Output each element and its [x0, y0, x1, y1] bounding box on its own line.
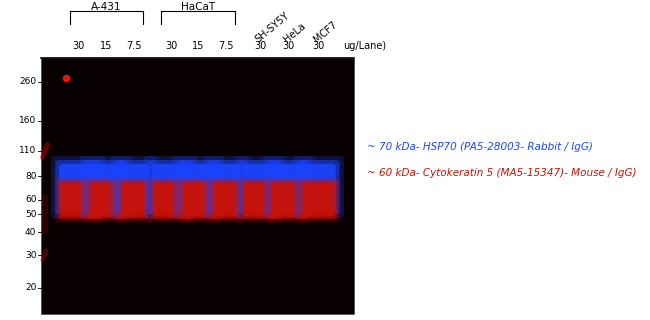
FancyBboxPatch shape [180, 180, 216, 219]
FancyBboxPatch shape [302, 182, 334, 217]
Text: 40: 40 [25, 228, 36, 236]
FancyBboxPatch shape [239, 160, 281, 214]
FancyBboxPatch shape [270, 164, 305, 211]
Text: ~ 70 kDa- HSP70 (PA5-28003- Rabbit / IgG): ~ 70 kDa- HSP70 (PA5-28003- Rabbit / IgG… [367, 142, 593, 152]
FancyBboxPatch shape [207, 160, 245, 214]
FancyBboxPatch shape [84, 177, 127, 222]
FancyBboxPatch shape [211, 164, 241, 211]
FancyBboxPatch shape [148, 177, 194, 222]
FancyBboxPatch shape [88, 164, 124, 211]
Text: MCF7: MCF7 [312, 20, 339, 45]
FancyBboxPatch shape [300, 180, 337, 219]
FancyBboxPatch shape [144, 156, 198, 219]
FancyBboxPatch shape [235, 156, 285, 219]
FancyBboxPatch shape [244, 182, 276, 217]
Text: 7.5: 7.5 [218, 41, 234, 52]
Text: HaCaT: HaCaT [181, 2, 215, 12]
Text: 15: 15 [99, 41, 112, 52]
Text: 20: 20 [25, 283, 36, 292]
Text: ~ 60 kDa- Cytokeratin 5 (MA5-15347)- Mouse / IgG): ~ 60 kDa- Cytokeratin 5 (MA5-15347)- Mou… [367, 168, 637, 178]
FancyBboxPatch shape [152, 164, 190, 211]
FancyBboxPatch shape [153, 182, 188, 217]
FancyBboxPatch shape [266, 177, 309, 222]
FancyBboxPatch shape [183, 182, 214, 217]
Text: 30: 30 [282, 41, 294, 52]
FancyBboxPatch shape [208, 177, 244, 222]
FancyBboxPatch shape [116, 177, 152, 222]
FancyBboxPatch shape [181, 164, 216, 211]
FancyBboxPatch shape [272, 182, 304, 217]
Text: A-431: A-431 [91, 2, 121, 12]
FancyBboxPatch shape [118, 164, 150, 211]
Text: 260: 260 [20, 77, 36, 86]
FancyBboxPatch shape [203, 156, 249, 219]
FancyBboxPatch shape [293, 156, 344, 219]
Text: ug/Lane): ug/Lane) [343, 41, 386, 52]
FancyBboxPatch shape [177, 160, 220, 214]
Text: 30: 30 [254, 41, 266, 52]
FancyBboxPatch shape [59, 164, 97, 211]
FancyBboxPatch shape [55, 177, 101, 222]
Text: 160: 160 [19, 116, 36, 125]
FancyBboxPatch shape [239, 177, 282, 222]
FancyBboxPatch shape [55, 160, 101, 214]
FancyBboxPatch shape [243, 164, 277, 211]
FancyBboxPatch shape [296, 177, 341, 222]
Text: 110: 110 [19, 147, 36, 156]
Text: 50: 50 [25, 210, 36, 219]
FancyBboxPatch shape [151, 180, 191, 219]
FancyBboxPatch shape [242, 180, 278, 219]
FancyBboxPatch shape [84, 160, 127, 214]
FancyBboxPatch shape [270, 180, 307, 219]
Text: 80: 80 [25, 172, 36, 181]
Text: 30: 30 [313, 41, 324, 52]
FancyBboxPatch shape [177, 177, 220, 222]
FancyBboxPatch shape [58, 180, 98, 219]
Text: HeLa: HeLa [281, 21, 307, 45]
FancyBboxPatch shape [110, 156, 157, 219]
FancyBboxPatch shape [214, 182, 239, 217]
FancyBboxPatch shape [90, 182, 122, 217]
FancyBboxPatch shape [298, 160, 339, 214]
Text: 30: 30 [165, 41, 177, 52]
FancyBboxPatch shape [119, 180, 149, 219]
FancyBboxPatch shape [263, 156, 313, 219]
Bar [41, 58, 354, 314]
Text: 30: 30 [72, 41, 84, 52]
FancyBboxPatch shape [51, 156, 105, 219]
Text: 7.5: 7.5 [126, 41, 142, 52]
FancyBboxPatch shape [81, 156, 131, 219]
FancyBboxPatch shape [114, 160, 153, 214]
FancyBboxPatch shape [301, 164, 335, 211]
FancyBboxPatch shape [266, 160, 309, 214]
FancyBboxPatch shape [172, 156, 224, 219]
Text: SH-SY5Y: SH-SY5Y [254, 11, 291, 45]
FancyBboxPatch shape [122, 182, 146, 217]
FancyBboxPatch shape [148, 160, 194, 214]
FancyBboxPatch shape [211, 180, 241, 219]
FancyBboxPatch shape [88, 180, 124, 219]
Text: 15: 15 [192, 41, 205, 52]
Text: 60: 60 [25, 195, 36, 204]
FancyBboxPatch shape [60, 182, 96, 217]
Text: 30: 30 [25, 251, 36, 260]
